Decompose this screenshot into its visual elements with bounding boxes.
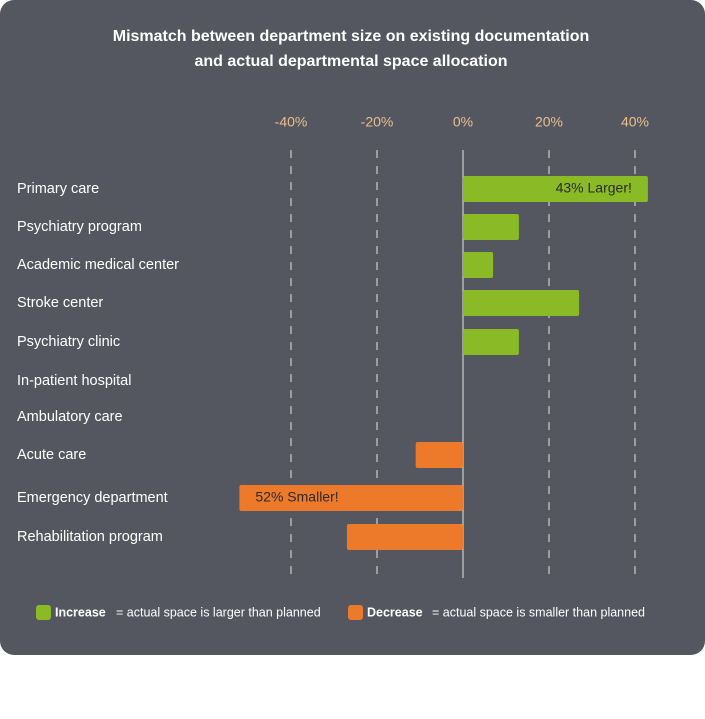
bar bbox=[463, 290, 580, 316]
category-label: Psychiatry program bbox=[17, 219, 142, 235]
bar bbox=[239, 485, 463, 511]
category-label: Stroke center bbox=[17, 295, 103, 311]
bar bbox=[415, 442, 463, 468]
x-tick-label: -40% bbox=[275, 114, 308, 130]
category-label: Ambulatory care bbox=[17, 409, 123, 425]
legend-name: Decrease bbox=[367, 605, 423, 619]
x-tick-label: 20% bbox=[535, 114, 563, 130]
bar bbox=[463, 252, 494, 278]
category-label: Rehabilitation program bbox=[17, 529, 163, 545]
legend-swatch bbox=[36, 605, 51, 620]
chart-title: Mismatch between department size on exis… bbox=[113, 28, 590, 45]
chart-title: and actual departmental space allocation bbox=[195, 53, 508, 70]
category-label: Academic medical center bbox=[17, 257, 179, 273]
legend-swatch bbox=[348, 605, 363, 620]
x-tick-label: 40% bbox=[621, 114, 649, 130]
legend-description: = actual space is larger than planned bbox=[116, 605, 321, 619]
bar bbox=[463, 329, 519, 355]
category-label: In-patient hospital bbox=[17, 373, 131, 389]
bar bbox=[463, 176, 648, 202]
category-label: Psychiatry clinic bbox=[17, 334, 120, 350]
category-label: Acute care bbox=[17, 447, 86, 463]
legend-name: Increase bbox=[55, 605, 106, 619]
category-label: Primary care bbox=[17, 181, 99, 197]
card bbox=[0, 0, 705, 655]
value-label: 52% Smaller! bbox=[255, 489, 338, 505]
bar bbox=[463, 214, 519, 240]
bar bbox=[346, 524, 463, 550]
legend-description: = actual space is smaller than planned bbox=[432, 605, 645, 619]
value-label: 43% Larger! bbox=[556, 180, 632, 196]
x-tick-label: -20% bbox=[361, 114, 394, 130]
category-label: Emergency department bbox=[17, 490, 168, 506]
x-tick-label: 0% bbox=[453, 114, 473, 130]
